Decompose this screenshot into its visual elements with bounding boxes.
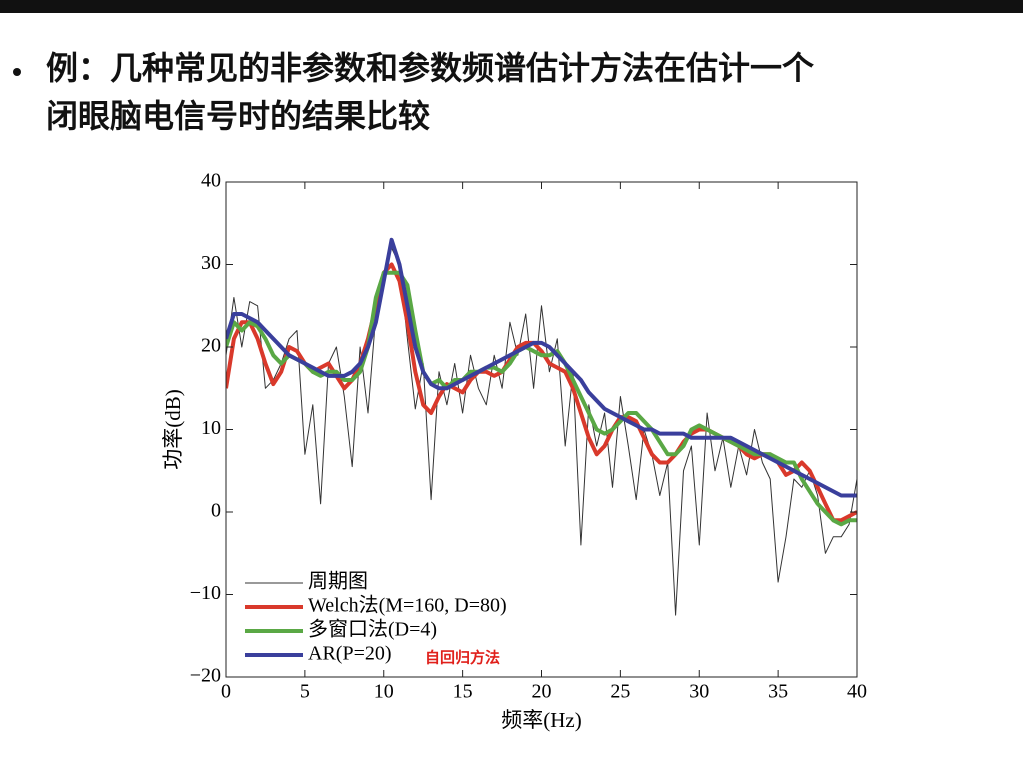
bullet [13, 68, 21, 76]
x-tick-label: 20 [532, 681, 552, 703]
x-tick-label: 25 [610, 681, 630, 703]
y-tick-label: 10 [201, 417, 221, 439]
y-tick-label: 30 [201, 252, 221, 274]
legend-label: 多窗口法(D=4) [308, 618, 437, 641]
x-tick-label: 15 [453, 681, 473, 703]
x-tick-label: 35 [768, 681, 788, 703]
y-tick-label: −20 [190, 665, 221, 687]
x-tick-label: 10 [374, 681, 394, 703]
y-tick-label: 40 [201, 170, 221, 192]
legend-label: Welch法(M=160, D=80) [308, 594, 507, 617]
x-tick-label: 5 [300, 681, 310, 703]
annotation: 自回归方法 [425, 649, 500, 667]
series-line [226, 247, 857, 616]
top-bar [0, 0, 1023, 13]
series-line [226, 237, 857, 498]
x-tick-label: 40 [847, 681, 867, 703]
x-axis-label: 频率(Hz) [501, 708, 581, 732]
y-tick-label: −10 [190, 582, 221, 604]
x-tick-label: 0 [221, 681, 231, 703]
y-tick-label: 20 [201, 335, 221, 357]
y-axis-label: 功率(dB) [161, 389, 185, 470]
series-line [226, 262, 857, 523]
legend-label: 周期图 [308, 571, 368, 593]
title-line: 例：几种常见的非参数和参数频谱估计方法在估计一个 [46, 49, 814, 87]
legend-label: AR(P=20) [308, 643, 392, 665]
title-line: 闭眼脑电信号时的结果比较 [46, 97, 430, 135]
series-line [226, 270, 857, 527]
x-tick-label: 30 [689, 681, 709, 703]
y-tick-label: 0 [211, 500, 221, 522]
